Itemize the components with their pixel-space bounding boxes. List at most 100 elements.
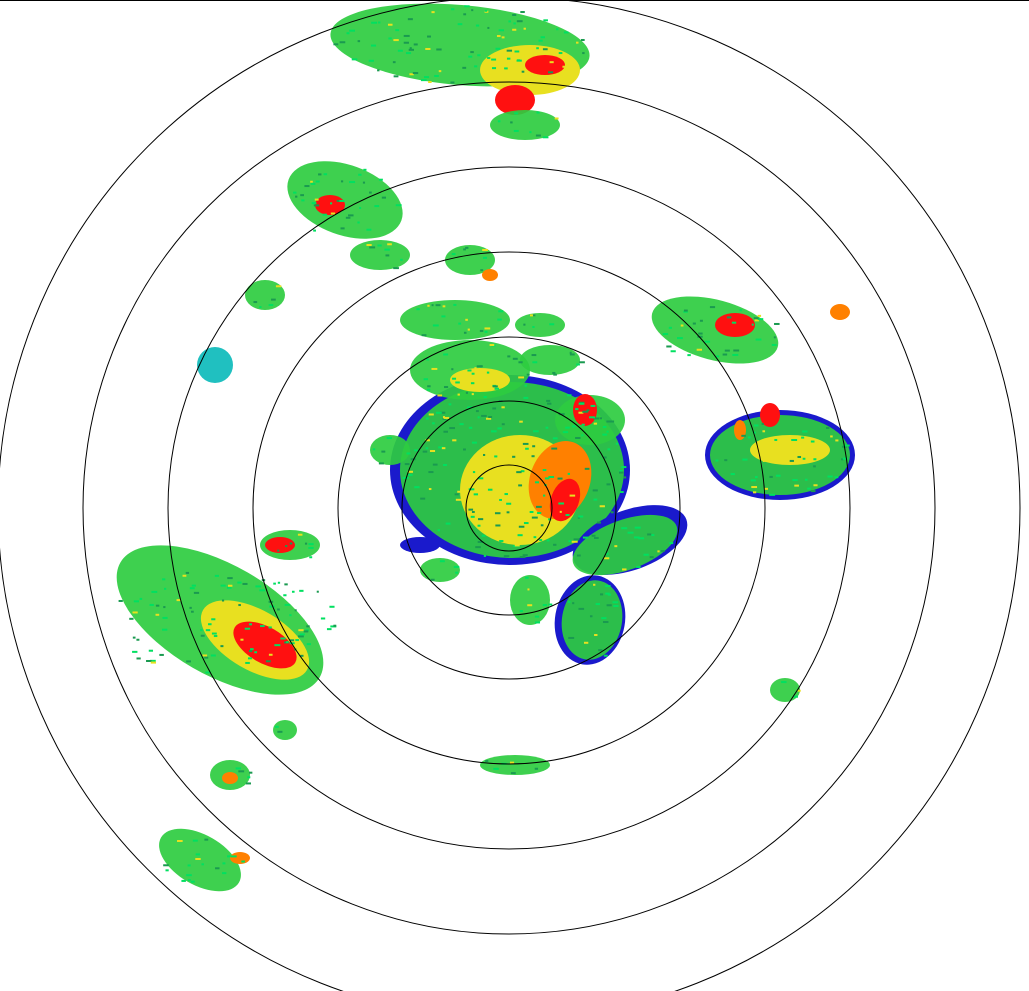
- echo-speckle: [298, 635, 304, 638]
- echo-speckle: [755, 338, 762, 341]
- echo-speckle: [330, 625, 337, 628]
- echo-speckle: [202, 654, 208, 657]
- echo-speckle: [568, 636, 575, 639]
- echo-speckle: [598, 649, 603, 652]
- echo-speckle: [441, 315, 446, 318]
- echo-speckle: [575, 436, 581, 439]
- echo-speckle: [457, 23, 463, 26]
- echo-speckle: [453, 303, 457, 306]
- echo-speckle: [139, 597, 143, 600]
- echo-speckle: [159, 653, 164, 656]
- echo-speckle: [387, 243, 392, 246]
- echo-speckle: [204, 838, 209, 841]
- echo-speckle: [467, 406, 473, 409]
- echo-speckle: [359, 206, 362, 209]
- echo-speckle: [571, 540, 578, 543]
- echo-speckle: [277, 549, 280, 552]
- echo-speckle: [742, 458, 748, 461]
- echo-speckle: [491, 430, 497, 433]
- echo-speckle: [230, 855, 237, 858]
- echo-speckle: [381, 450, 386, 453]
- echo-speckle: [132, 636, 136, 639]
- echo-speckle: [432, 324, 439, 327]
- echo-speckle: [523, 396, 529, 399]
- echo-cell: [400, 300, 510, 340]
- echo-speckle: [547, 402, 552, 405]
- echo-speckle: [567, 472, 570, 475]
- echo-speckle: [439, 411, 446, 414]
- echo-speckle: [569, 353, 575, 356]
- echo-speckle: [525, 576, 529, 579]
- echo-speckle: [340, 227, 345, 230]
- echo-speckle: [215, 867, 220, 870]
- echo-speckle: [476, 365, 483, 368]
- echo-speckle: [499, 498, 502, 501]
- echo-speckle: [835, 439, 839, 442]
- echo-speckle: [741, 434, 746, 437]
- echo-speckle: [634, 526, 641, 529]
- echo-speckle: [471, 510, 475, 513]
- echo-speckle: [427, 304, 430, 307]
- echo-speckle: [603, 654, 608, 657]
- echo-speckle: [514, 112, 519, 115]
- echo-speckle: [670, 350, 676, 353]
- echo-speckle: [241, 860, 245, 863]
- echo-speckle: [523, 522, 529, 525]
- echo-speckle: [403, 41, 409, 44]
- echo-speckle: [293, 191, 297, 194]
- range-ring-2: [401, 400, 617, 616]
- echo-speckle: [439, 560, 445, 563]
- echo-speckle: [405, 52, 412, 55]
- echo-speckle: [322, 213, 328, 216]
- echo-speckle: [273, 582, 276, 585]
- echo-speckle: [200, 634, 205, 637]
- echo-speckle: [311, 202, 317, 205]
- echo-speckle: [129, 617, 134, 620]
- echo-speckle: [518, 484, 523, 487]
- echo-speckle: [211, 632, 217, 635]
- echo-speckle: [501, 36, 505, 39]
- echo-speckle: [238, 604, 241, 607]
- echo-speckle: [470, 382, 475, 385]
- echo-speckle: [448, 403, 452, 406]
- echo-speckle: [163, 606, 166, 609]
- echo-speckle: [471, 393, 474, 396]
- echo-speckle: [462, 66, 467, 69]
- echo-speckle: [339, 41, 346, 44]
- echo-speckle: [579, 401, 585, 404]
- echo-speckle: [348, 214, 354, 217]
- echo-speckle: [453, 565, 460, 568]
- echo-speckle: [594, 634, 598, 637]
- echo-speckle: [192, 839, 198, 842]
- echo-speckle: [619, 470, 623, 473]
- echo-speckle: [213, 635, 218, 638]
- echo-speckle: [544, 477, 550, 480]
- echo-speckle: [187, 879, 191, 882]
- echo-speckle: [244, 627, 251, 630]
- echo-speckle: [333, 624, 337, 627]
- echo-speckle: [323, 173, 328, 176]
- echo-speckle: [289, 542, 293, 545]
- echo-speckle: [384, 248, 390, 251]
- echo-speckle: [636, 565, 641, 568]
- echo-speckle: [485, 760, 489, 763]
- echo-speckle: [177, 839, 183, 842]
- echo-speckle: [586, 409, 590, 412]
- echo-speckle: [501, 423, 505, 426]
- echo-speckle: [349, 29, 355, 32]
- echo-speckle: [754, 476, 758, 479]
- echo-speckle: [326, 628, 332, 631]
- echo-speckle: [248, 623, 252, 626]
- echo-speckle: [454, 493, 459, 496]
- echo-speckle: [227, 855, 231, 858]
- echo-speckle: [182, 574, 187, 577]
- echo-speckle: [514, 50, 520, 53]
- echo-speckle: [581, 423, 585, 426]
- echo-speckle: [435, 304, 441, 307]
- echo-speckle: [245, 782, 251, 785]
- echo-speckle: [291, 590, 295, 593]
- echo-speckle: [687, 354, 691, 357]
- echo-speckle: [438, 446, 444, 449]
- echo-speckle: [676, 337, 683, 340]
